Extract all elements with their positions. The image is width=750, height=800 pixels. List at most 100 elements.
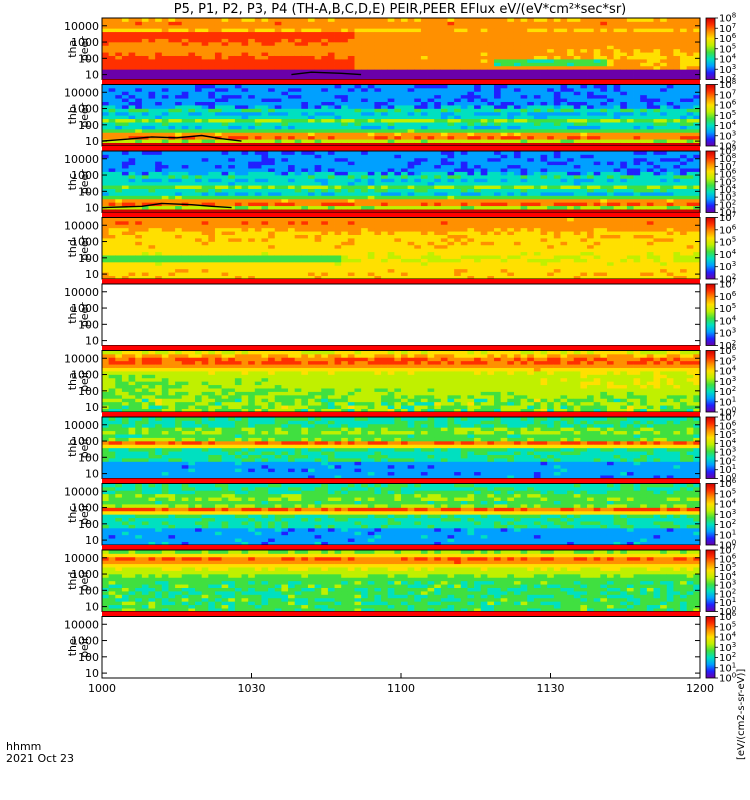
species-name: peir [78, 636, 91, 658]
species-name: peer [78, 302, 91, 328]
y-tick-label: 10 [85, 667, 99, 680]
y-tick-label: 1000 [71, 236, 99, 249]
panel-separator [102, 345, 700, 351]
panel-thb-peir: 10 100 1000 10000 thbpeir 1001011021031041051… [64, 411, 737, 486]
panel-thc-peir: 10 100 1000 10000 thcpeir 1001011021031041051… [64, 477, 737, 552]
panel-label: thdpeer [66, 235, 91, 261]
y-tick-label: 10000 [64, 286, 99, 299]
y-tick-label: 10 [85, 401, 99, 414]
y-tick-label: 100 [78, 385, 99, 398]
y-tick-label: 10000 [64, 86, 99, 99]
overlay-line [101, 202, 232, 209]
y-tick-label: 1000 [71, 302, 99, 315]
panel-separator [102, 79, 700, 85]
y-tick-label: 1000 [71, 369, 99, 382]
probe-name: the [66, 638, 79, 656]
y-tick-label: 10 [85, 268, 99, 281]
x-axis-label: hhmm [6, 740, 41, 753]
y-tick-label: 10000 [64, 153, 99, 166]
panel-separator [102, 212, 700, 218]
panel-label: thepeer [66, 302, 91, 328]
y-tick-label: 100 [78, 252, 99, 265]
panel-thd-peir: 10 100 1000 10000 thdpeir 1001011021031041051… [64, 544, 737, 619]
y-tick-label: 1000 [71, 568, 99, 581]
colorbar-tick-label: 103 [719, 260, 736, 273]
y-tick-label: 1000 [71, 103, 99, 116]
colorbar-tick-label: 106 [719, 223, 737, 236]
figure-title: P5, P1, P2, P3, P4 (TH-A,B,C,D,E) PEIR,P… [174, 2, 627, 17]
y-tick-label: 100 [78, 451, 99, 464]
panel-background [102, 284, 700, 346]
probe-name: thb [66, 106, 79, 124]
species-name: peir [78, 437, 91, 459]
panel-label: thepeir [66, 636, 91, 658]
y-tick-label: 10 [85, 135, 99, 148]
y-tick-label: 100 [78, 318, 99, 331]
y-tick-label: 1000 [71, 435, 99, 448]
panel-separator [102, 412, 700, 417]
probe-name: thb [66, 439, 79, 457]
probe-name: thc [66, 506, 79, 523]
y-tick-label: 10000 [64, 20, 99, 33]
panel-background [102, 616, 700, 678]
species-name: peir [78, 503, 91, 525]
colorbar-tick-label: 107 [719, 211, 736, 224]
panel-stack: 10100100010000thapeer1021031041051061071… [64, 12, 737, 685]
spectrogram-image [102, 550, 701, 612]
overlay-line [101, 134, 242, 142]
y-tick-label: 1000 [71, 502, 99, 515]
spectrogram-image [102, 350, 701, 413]
x-axis: 1000 1030 1100 1130 1200 [88, 673, 714, 695]
species-name: peer [78, 102, 91, 128]
panel-label: thbpeir [66, 437, 91, 459]
species-name: peer [78, 235, 91, 261]
panel-separator [102, 545, 700, 550]
species-name: peir [78, 570, 91, 592]
species-name: peir [78, 370, 91, 392]
y-tick-label: 10000 [64, 352, 99, 365]
y-tick-label: 10 [85, 335, 99, 348]
colorbar-tick-label: 105 [719, 236, 736, 249]
panel-tha-peer: 10 100 1000 10000 thapeer 1021031041051061071… [64, 12, 737, 87]
spectrogram-image [102, 217, 701, 280]
x-tick-label: 1130 [537, 682, 565, 695]
spectrogram-image [102, 18, 701, 80]
probe-name: tha [66, 40, 79, 58]
colorbar-tick-label: 107 [719, 278, 736, 291]
overlay-line [291, 71, 362, 76]
species-name: peer [78, 36, 91, 62]
y-tick-label: 10000 [64, 485, 99, 498]
date-label: 2021 Oct 23 [6, 752, 74, 765]
y-tick-label: 10 [85, 468, 99, 481]
panel-label: thcpeir [66, 503, 91, 525]
panel-label: thdpeir [66, 570, 91, 592]
y-tick-label: 100 [78, 651, 99, 664]
y-tick-label: 10000 [64, 552, 99, 565]
colorbar-tick-label: 105 [719, 302, 736, 315]
y-tick-label: 10000 [64, 219, 99, 232]
panel-label: thcpeer [66, 169, 91, 195]
spectrogram-image [102, 151, 701, 213]
panel-thc-peer: 10 100 1000 10000 thcpeer 1011021031041051061… [64, 145, 737, 220]
spectrogram-image [102, 483, 701, 546]
colorbar-label: [eV/(cm2-s-sr-eV)] [736, 669, 747, 760]
y-tick-label: 1000 [71, 635, 99, 648]
probe-name: tha [66, 372, 79, 390]
y-tick-label: 10 [85, 202, 99, 215]
panel-separator [102, 146, 700, 151]
x-tick-label: 1200 [686, 682, 714, 695]
colorbar-tick-label: 103 [719, 327, 736, 340]
y-tick-label: 10 [85, 601, 99, 614]
y-tick-label: 100 [78, 119, 99, 132]
probe-name: the [66, 305, 79, 323]
panel-label: thbpeer [66, 102, 91, 128]
